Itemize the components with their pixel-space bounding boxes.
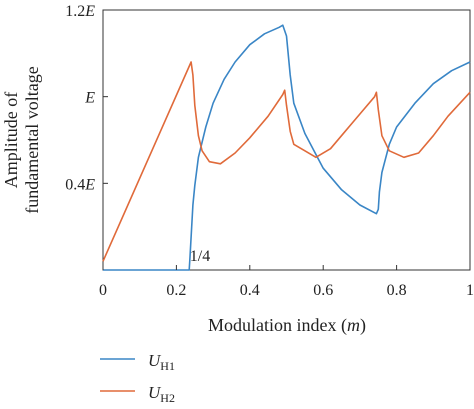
annotation-label: 1/4 <box>190 248 210 265</box>
legend-label-uh2: UH2 <box>148 383 175 405</box>
series-line-h2 <box>102 61 471 262</box>
plot-frame <box>102 9 471 271</box>
legend: UH1 UH2 <box>100 351 175 405</box>
x-tick-label: 0.6 <box>313 282 333 299</box>
legend-label-uh1: UH1 <box>148 351 175 373</box>
plot-border <box>102 9 471 271</box>
x-axis-label: Modulation index (m) <box>208 315 366 336</box>
y-axis-label-line1: Amplitude of <box>1 92 21 189</box>
x-tick-label: 0 <box>99 282 107 299</box>
x-tick-label: 0.2 <box>166 282 186 299</box>
y-tick-label: 1.2E <box>65 3 95 20</box>
tick-labels: 0 0.2 0.4 0.6 0.8 1 0.4E E 1.2E <box>65 3 474 299</box>
y-tick-label: 0.4E <box>65 176 95 193</box>
y-axis-label: Amplitude of fundamental voltage <box>1 66 42 213</box>
x-tick-label: 0.4 <box>240 282 260 299</box>
x-tick-label: 0.8 <box>387 282 407 299</box>
series-group <box>102 24 471 271</box>
y-axis-label-line2: fundamental voltage <box>22 66 42 213</box>
y-tick-label: E <box>84 90 95 107</box>
series-line-h1 <box>103 24 471 271</box>
x-tick-label: 1 <box>466 282 474 299</box>
